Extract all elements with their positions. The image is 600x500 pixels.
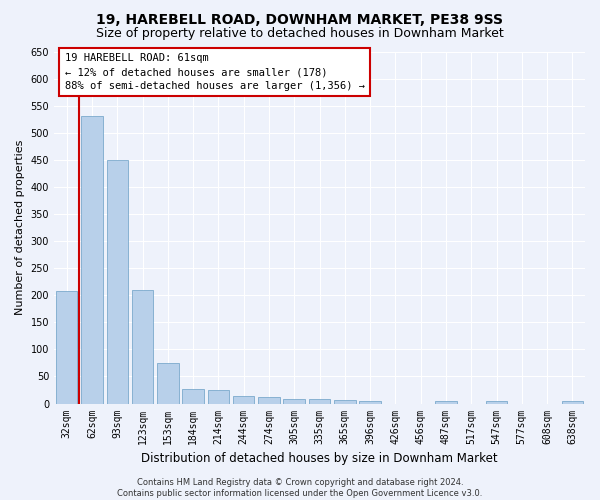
Bar (334, 400, 356, 404)
Bar (486, 402, 507, 404)
Bar (258, 397, 280, 404)
Bar (157, 363, 179, 404)
Bar (56, 292, 77, 404)
Bar (359, 401, 381, 404)
Bar (182, 389, 204, 404)
Text: 19 HAREBELL ROAD: 61sqm
← 12% of detached houses are smaller (178)
88% of semi-d: 19 HAREBELL ROAD: 61sqm ← 12% of detache… (65, 54, 365, 92)
X-axis label: Distribution of detached houses by size in Downham Market: Distribution of detached houses by size … (141, 452, 498, 465)
Bar (283, 399, 305, 404)
Bar (309, 399, 330, 404)
Y-axis label: Number of detached properties: Number of detached properties (15, 140, 25, 315)
Bar (435, 402, 457, 404)
Bar (233, 396, 254, 404)
Bar (208, 390, 229, 404)
Bar (81, 116, 103, 404)
Text: 19, HAREBELL ROAD, DOWNHAM MARKET, PE38 9SS: 19, HAREBELL ROAD, DOWNHAM MARKET, PE38 … (97, 12, 503, 26)
Bar (107, 160, 128, 404)
Text: Size of property relative to detached houses in Downham Market: Size of property relative to detached ho… (96, 28, 504, 40)
Bar (562, 401, 583, 404)
Text: Contains HM Land Registry data © Crown copyright and database right 2024.
Contai: Contains HM Land Registry data © Crown c… (118, 478, 482, 498)
Bar (132, 290, 153, 404)
